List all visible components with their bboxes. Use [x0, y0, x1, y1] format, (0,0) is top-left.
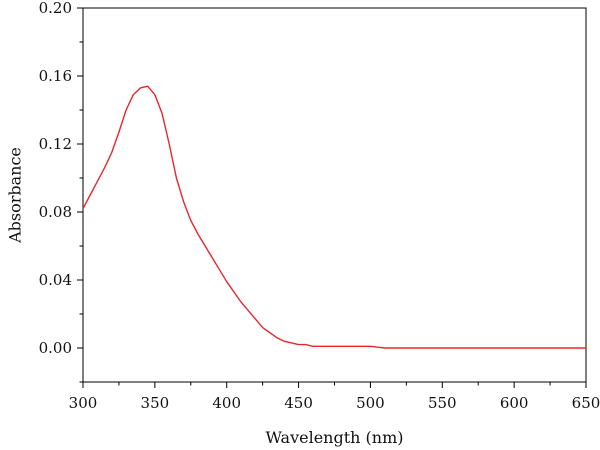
x-tick-label: 450	[284, 394, 313, 412]
x-tick-label: 600	[500, 394, 529, 412]
x-tick-label: 350	[141, 394, 170, 412]
x-axis-ticks: 300 350 400 450 500 550 600 650	[69, 382, 600, 412]
x-axis-title: Wavelength (nm)	[265, 428, 403, 447]
x-tick-label: 300	[69, 394, 98, 412]
series-layer	[82, 85, 586, 349]
plot-frame	[82, 7, 587, 383]
y-tick-label: 0.20	[39, 0, 72, 17]
y-tick-label: 0.04	[39, 271, 72, 289]
x-tick-label: 400	[212, 394, 241, 412]
y-axis-title: Absorbance	[6, 147, 25, 244]
y-tick-label: 0.16	[39, 67, 72, 85]
y-tick-label: 0.12	[39, 135, 72, 153]
y-tick-label: 0.00	[39, 339, 72, 357]
x-tick-label: 500	[356, 394, 385, 412]
x-tick-label: 550	[428, 394, 457, 412]
y-tick-label: 0.08	[39, 203, 72, 221]
y-axis-ticks: 0.00 0.04 0.08 0.12 0.16 0.20	[39, 0, 83, 383]
absorbance-series-line	[82, 85, 586, 349]
x-tick-label: 650	[572, 394, 600, 412]
